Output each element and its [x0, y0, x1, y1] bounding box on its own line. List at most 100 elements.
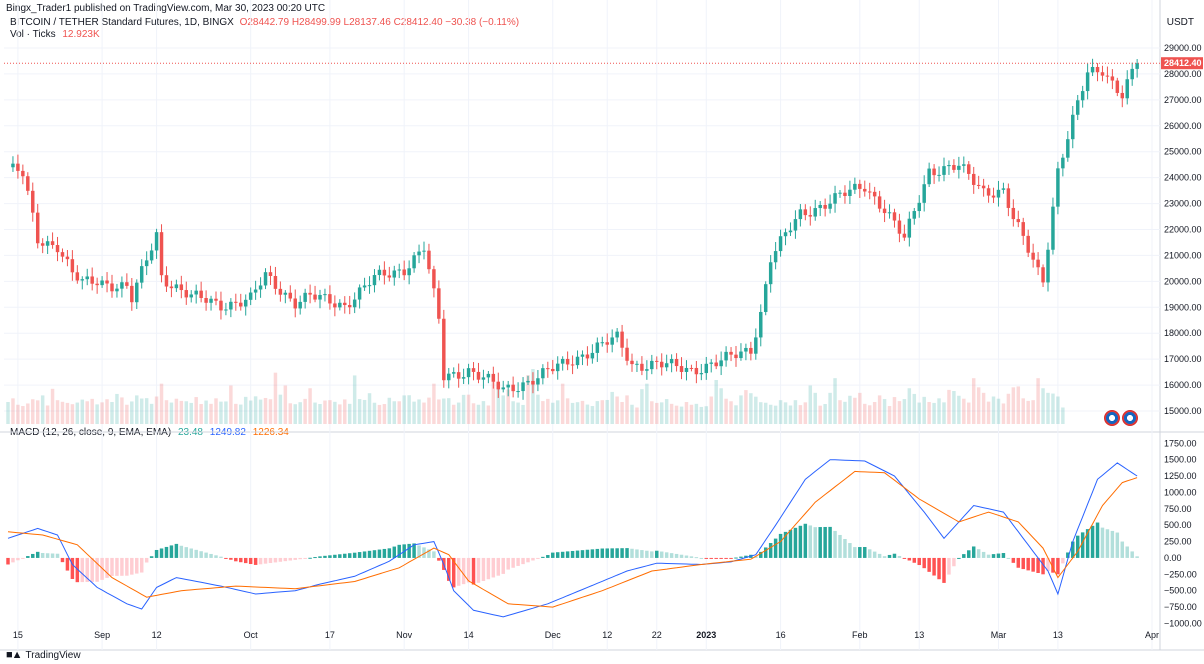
macd-tick-label: −750.00 — [1164, 602, 1197, 612]
signal-line — [7, 470, 1138, 608]
candle-body — [412, 255, 416, 269]
volume-bar — [85, 401, 89, 424]
volume-bar — [560, 383, 565, 424]
candle-body — [1026, 235, 1030, 253]
macd-hist-bar — [144, 557, 149, 563]
macd-axis: 1750.00 1500.00 1250.00 1000.00 750.00 500.00… — [1164, 438, 1202, 628]
macd-hist-bar — [788, 529, 793, 558]
volume-bar — [853, 397, 857, 424]
candle-body — [407, 268, 411, 276]
volume-bar — [328, 400, 332, 424]
candle-body — [214, 298, 218, 301]
time-tick-label: Dec — [545, 630, 562, 640]
macd-hist-bar — [1021, 557, 1025, 570]
candle-body — [184, 290, 189, 298]
candle-body — [674, 358, 679, 367]
candle-body — [1056, 168, 1060, 207]
candle-body — [912, 211, 917, 219]
volume-bar — [219, 401, 223, 424]
volume-bar — [427, 397, 431, 424]
time-tick-label: 15 — [13, 630, 23, 640]
volume-bar — [1006, 393, 1011, 424]
volume-label[interactable]: Vol · Ticks — [10, 29, 56, 40]
time-tick-label: 13 — [914, 630, 924, 640]
candle-body — [655, 360, 659, 362]
candle-body — [724, 351, 728, 361]
volume-bar — [243, 396, 248, 424]
candle-body — [501, 387, 505, 390]
volume-bar — [719, 388, 723, 424]
candle-body — [625, 347, 629, 361]
volume-bar — [50, 388, 55, 424]
currency-label: USDT — [1166, 17, 1194, 28]
candle-body — [164, 275, 169, 287]
macd-hist-bar — [664, 552, 669, 558]
candle-body — [253, 289, 258, 293]
macd-hist-bar — [798, 525, 803, 558]
volume-bar — [828, 392, 832, 424]
event-flag-icon[interactable] — [1104, 410, 1120, 426]
time-tick-label: Oct — [244, 630, 259, 640]
candle-body — [907, 218, 912, 238]
candle-body — [699, 373, 704, 375]
candle-body — [1095, 66, 1100, 73]
volume-bar — [437, 399, 441, 424]
candle-body — [719, 360, 723, 367]
volume-bar — [318, 404, 322, 424]
volume-bar — [402, 395, 406, 424]
volume-bar — [516, 402, 520, 424]
volume-bar — [496, 383, 501, 424]
volume-bar — [541, 401, 545, 424]
candle-body — [432, 269, 436, 289]
symbol-title[interactable]: BITCOIN / TETHER Standard Futures, 1D, B… — [10, 17, 234, 28]
macd-hist-bar — [521, 557, 525, 565]
macd-hist-bar — [848, 543, 852, 558]
candle-body — [783, 232, 788, 237]
event-flag-icon[interactable] — [1122, 410, 1138, 426]
macd-hist-bar — [640, 550, 644, 558]
candle-body — [1125, 79, 1129, 99]
candle-body — [640, 363, 644, 371]
volume-bar — [258, 399, 263, 424]
macd-hist-bar — [867, 549, 872, 558]
macd-hist-bar — [679, 554, 684, 558]
macd-hist-bar — [65, 557, 70, 571]
macd-hist-bar — [902, 557, 907, 559]
candle-body — [635, 363, 639, 365]
candle-body — [754, 337, 758, 354]
macd-hist-bar — [303, 557, 307, 559]
macd-hist-bar — [560, 551, 565, 558]
volume-bar — [144, 398, 149, 424]
candle-body — [105, 280, 109, 284]
macd-hist-bar — [684, 555, 689, 558]
candle-body — [778, 236, 783, 252]
macd-hist-bar — [55, 553, 60, 558]
volume-bar — [882, 399, 887, 424]
macd-hist-bar — [1031, 557, 1035, 572]
volume-bar — [759, 402, 763, 424]
candle-body — [243, 299, 248, 307]
price-tick-label: 28000.00 — [1164, 69, 1202, 79]
volume-bar — [729, 401, 733, 424]
volume-bar — [724, 398, 728, 424]
macd-hist-bar — [115, 557, 119, 576]
candle-body — [897, 220, 902, 234]
macd-hist-bar — [308, 557, 312, 559]
candle-body — [447, 373, 451, 381]
macd-hist-bar — [635, 549, 639, 558]
volume-bar — [838, 400, 842, 424]
candle-body — [902, 233, 907, 238]
candle-body — [1090, 66, 1095, 73]
volume-bar — [887, 406, 892, 424]
candle-body — [942, 166, 946, 175]
volume-bar — [962, 398, 966, 424]
macd-hist-bar — [645, 550, 649, 558]
candle-body — [491, 373, 496, 382]
candle-body — [917, 202, 921, 212]
volume-bar — [575, 402, 580, 424]
volume-bar — [580, 400, 585, 424]
tradingview-brand[interactable]: ■▲ TradingView — [6, 649, 81, 661]
candle-body — [1006, 188, 1011, 208]
candle-body — [967, 164, 971, 174]
